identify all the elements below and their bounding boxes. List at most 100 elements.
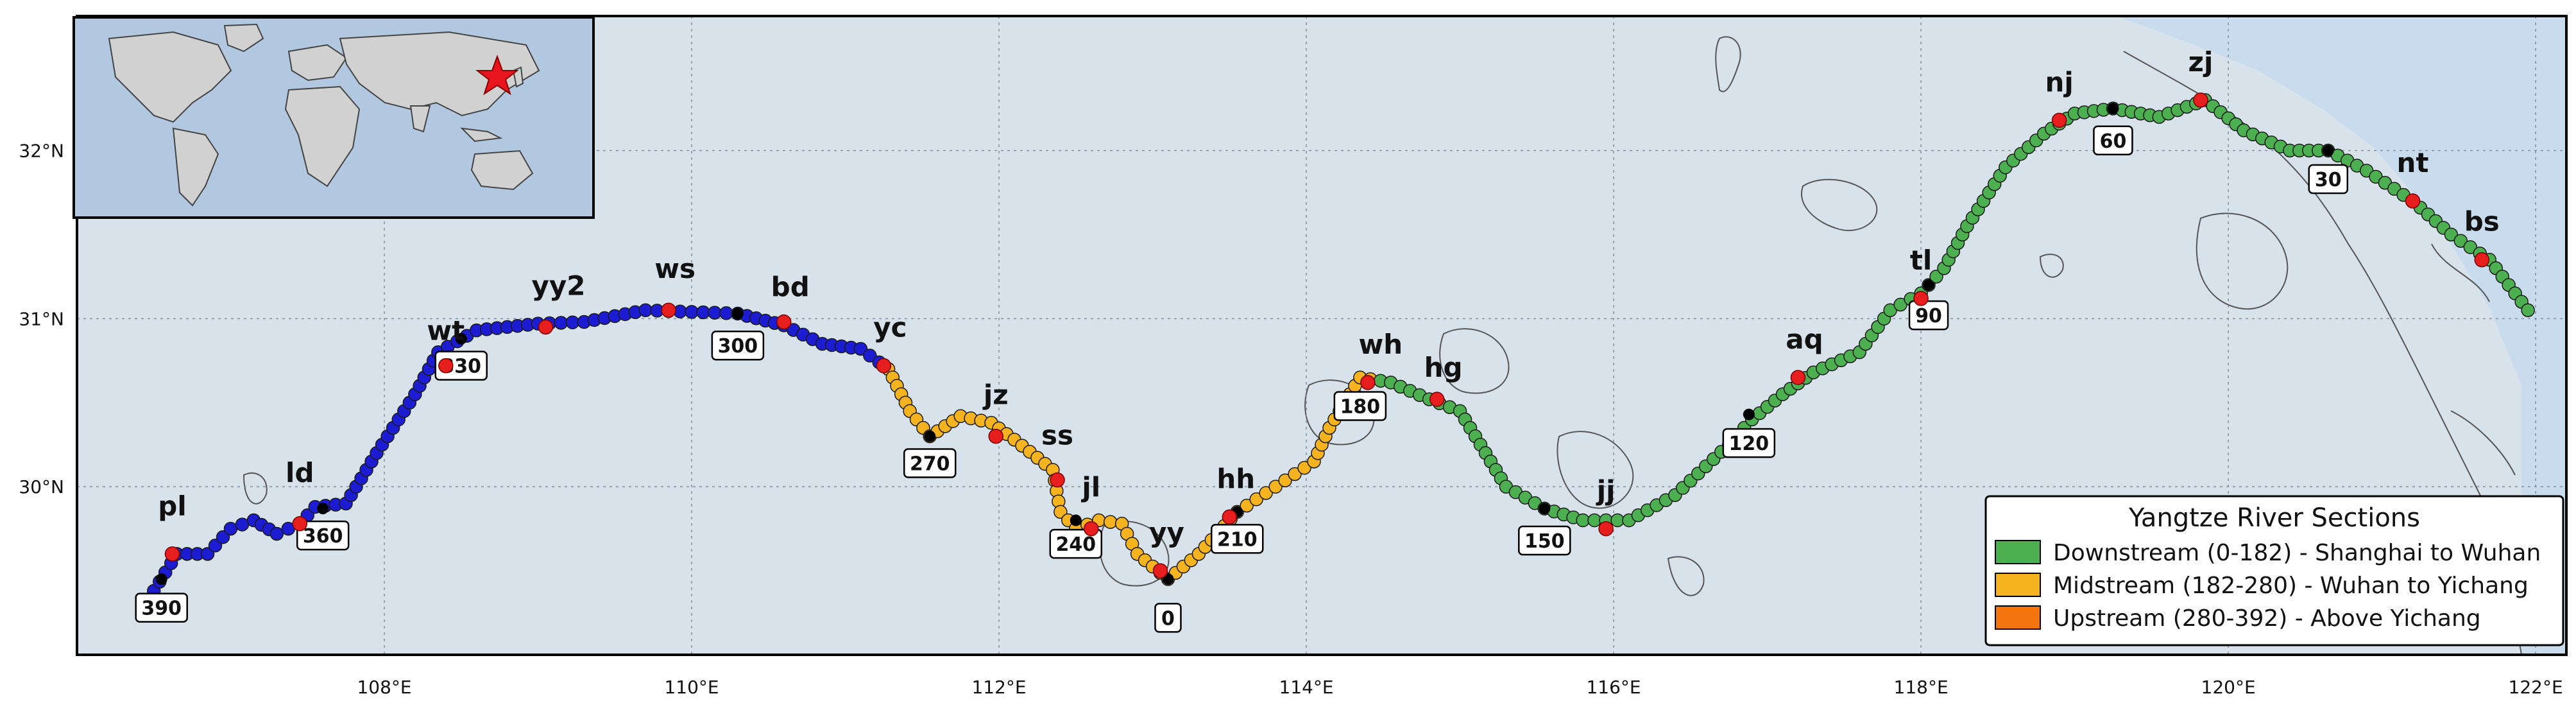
km-label: 120 <box>1729 433 1770 455</box>
km-label: 180 <box>1340 395 1381 418</box>
km-label: 390 <box>141 598 182 620</box>
site-point <box>438 358 454 374</box>
km-marker-dot <box>731 307 744 320</box>
river-point-downstream <box>2444 227 2459 242</box>
river-point-midstream <box>1259 486 1273 500</box>
river-point-downstream <box>1587 513 1601 528</box>
km-marker-dot <box>2322 144 2334 157</box>
km-label-box <box>1049 528 1103 559</box>
river-point-downstream <box>2521 303 2535 317</box>
river-point-downstream <box>2463 240 2478 254</box>
km-label-box <box>135 593 188 623</box>
km-label-box <box>1908 300 1949 331</box>
legend-label-downstream: Downstream (0-182) - Shanghai to Wuhan <box>2053 540 2541 566</box>
km-label: 240 <box>1055 533 1096 556</box>
river-point-midstream <box>1278 473 1292 488</box>
legend-label-midstream: Midstream (182-280) - Wuhan to Yichang <box>2053 573 2529 599</box>
km-marker-dot <box>317 503 329 515</box>
km-marker-dot <box>2107 103 2119 115</box>
site-point <box>1790 370 1806 385</box>
river-point-upstream <box>863 349 877 363</box>
site-point <box>876 358 892 374</box>
km-label-box <box>2093 125 2133 156</box>
x-tick-label: 114°E <box>1279 677 1333 698</box>
site-label: pl <box>158 490 186 522</box>
km-label-box <box>711 330 765 361</box>
km-label: 150 <box>1524 530 1565 553</box>
x-tick-label: 122°E <box>2509 677 2563 698</box>
x-tick-label: 112°E <box>971 677 1026 698</box>
km-label: 270 <box>910 453 950 476</box>
km-label-box <box>1211 524 1264 554</box>
site-point <box>1360 375 1376 390</box>
km-label: 60 <box>2100 130 2127 153</box>
river-point-upstream <box>853 342 868 356</box>
site-point <box>2474 252 2490 268</box>
site-label: ws <box>654 253 695 284</box>
y-tick-label: 31°N <box>19 308 64 329</box>
location-star-icon <box>475 55 519 96</box>
km-marker-dot <box>155 573 167 585</box>
km-marker-dot <box>1923 279 1935 291</box>
site-point <box>1429 392 1445 407</box>
river-course <box>147 93 2535 598</box>
site-point <box>1598 521 1614 537</box>
river-point-downstream <box>2453 234 2468 248</box>
river-point-downstream <box>1610 513 1625 528</box>
x-tick-label: 110°E <box>664 677 719 698</box>
legend-swatch-downstream <box>1995 540 2041 564</box>
river-point-upstream <box>638 303 653 317</box>
site-point <box>1050 472 1065 488</box>
world-map-icon <box>108 23 540 207</box>
river-point-upstream <box>223 521 238 536</box>
site-label: nj <box>2045 66 2073 98</box>
km-label-box <box>1722 428 1776 458</box>
site-point <box>1152 563 1168 578</box>
km-label: 30 <box>2315 169 2342 191</box>
km-marker-dot <box>1539 503 1551 515</box>
map-frame <box>76 15 2568 656</box>
site-label: zj <box>2188 46 2213 78</box>
sea-area <box>2117 16 2566 655</box>
site-point <box>2051 112 2067 128</box>
km-label: 0 <box>1161 607 1175 630</box>
river-point-midstream <box>1240 498 1254 513</box>
site-label: bd <box>771 272 810 303</box>
site-point <box>2193 92 2208 108</box>
river-point-midstream <box>1249 492 1263 507</box>
site-label: jj <box>1596 475 1616 507</box>
x-tick-label: 118°E <box>1894 677 1949 698</box>
legend-label-upstream: Upstream (280-392) - Above Yichang <box>2053 605 2481 632</box>
site-point <box>538 319 554 335</box>
site-point <box>776 314 792 330</box>
site-point <box>1083 521 1099 537</box>
x-tick-label: 120°E <box>2201 677 2256 698</box>
river-point-upstream <box>235 517 250 532</box>
site-label: jz <box>982 379 1009 411</box>
km-label-box <box>1333 391 1387 421</box>
site-label: yy2 <box>532 270 586 301</box>
site-label: tl <box>1910 245 1932 276</box>
site-point <box>1222 509 1238 525</box>
site-point <box>661 302 676 318</box>
site-label: jl <box>1080 472 1100 503</box>
x-tick-label: 116°E <box>1586 677 1641 698</box>
km-label: 360 <box>303 525 343 548</box>
legend-swatch-midstream <box>1995 573 2041 597</box>
gridlines <box>77 16 2566 655</box>
river-point-midstream <box>1268 480 1283 494</box>
site-point <box>164 546 180 562</box>
km-label-box <box>1154 603 1182 633</box>
km-label-box <box>903 448 957 478</box>
x-tick-label: 108°E <box>357 677 411 698</box>
site-label: hg <box>1424 352 1463 383</box>
legend-entry: Upstream (280-392) - Above Yichang <box>1995 605 2481 632</box>
legend-title: Yangtze River Sections <box>2128 503 2420 533</box>
legend-entry: Midstream (182-280) - Wuhan to Yichang <box>1995 573 2529 599</box>
site-label: nt <box>2397 147 2429 178</box>
site-label: yc <box>873 312 907 343</box>
river-point-midstream <box>1103 515 1118 529</box>
